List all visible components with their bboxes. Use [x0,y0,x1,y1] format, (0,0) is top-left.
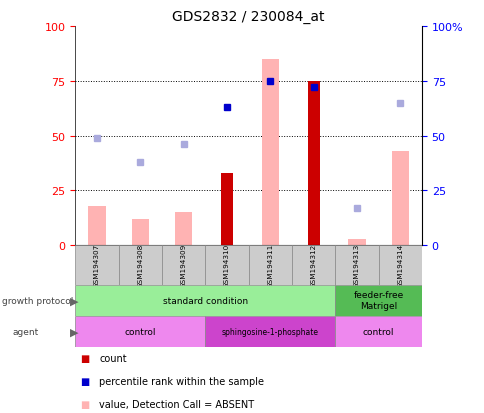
Bar [205,246,248,285]
Text: GSM194310: GSM194310 [224,243,229,287]
Bar [391,152,408,246]
Bar [75,316,205,347]
Bar [131,219,149,246]
Bar [175,213,192,246]
Text: ▶: ▶ [70,326,79,337]
Text: GSM194312: GSM194312 [310,243,316,287]
Bar [88,206,106,246]
Text: GSM194309: GSM194309 [180,243,186,287]
Text: GSM194313: GSM194313 [353,243,359,287]
Text: ■: ■ [80,376,89,386]
Text: growth protocol: growth protocol [2,296,74,305]
Text: control: control [124,327,156,336]
Text: value, Detection Call = ABSENT: value, Detection Call = ABSENT [99,399,254,408]
Bar [334,246,378,285]
Text: sphingosine-1-phosphate: sphingosine-1-phosphate [221,327,318,336]
Bar [162,246,205,285]
Bar [248,246,291,285]
Bar [378,246,421,285]
Text: agent: agent [12,327,38,336]
Bar [348,239,365,246]
Bar [261,59,278,246]
Text: GSM194314: GSM194314 [396,243,402,287]
Bar [307,81,319,246]
Text: control: control [362,327,393,336]
Text: GSM194308: GSM194308 [137,243,143,287]
Bar [75,285,334,316]
Text: ■: ■ [80,353,89,363]
Bar [291,246,334,285]
Text: ▶: ▶ [70,295,79,306]
Text: standard condition: standard condition [162,296,247,305]
Text: GSM194311: GSM194311 [267,243,272,287]
Text: percentile rank within the sample: percentile rank within the sample [99,376,264,386]
Text: GSM194307: GSM194307 [94,243,100,287]
Bar [205,316,334,347]
Text: ■: ■ [80,399,89,408]
Bar [118,246,162,285]
Bar [334,285,421,316]
Bar [220,173,232,246]
Text: count: count [99,353,127,363]
Title: GDS2832 / 230084_at: GDS2832 / 230084_at [172,10,324,24]
Bar [334,316,421,347]
Text: feeder-free
Matrigel: feeder-free Matrigel [353,291,403,310]
Bar [75,246,118,285]
